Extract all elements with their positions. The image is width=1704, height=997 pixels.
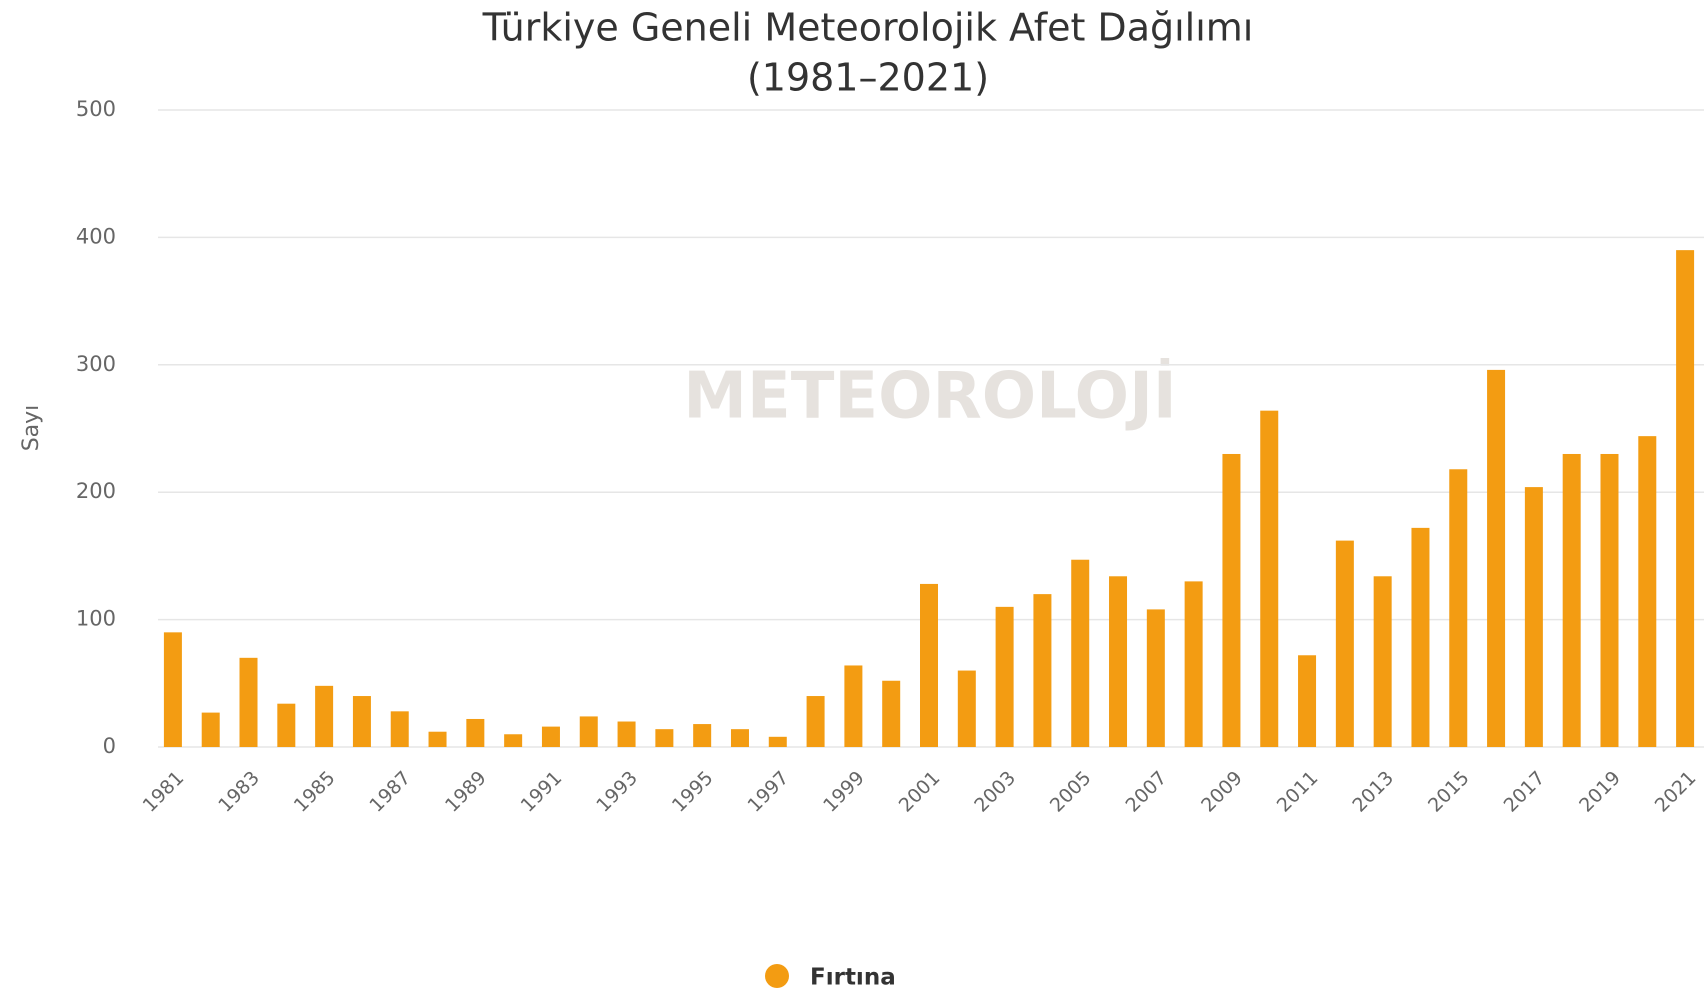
- x-tick-label: 1981: [139, 767, 189, 817]
- bar: [580, 716, 598, 747]
- y-axis-label: Sayı: [19, 405, 44, 452]
- y-tick-label: 0: [103, 734, 116, 758]
- bar: [996, 607, 1014, 747]
- x-tick-label: 2021: [1651, 767, 1701, 817]
- bar: [1600, 454, 1618, 747]
- bar: [1525, 487, 1543, 747]
- x-tick-label: 2011: [1273, 767, 1323, 817]
- x-tick-label: 2015: [1424, 767, 1474, 817]
- bar: [844, 665, 862, 747]
- y-tick-label: 500: [76, 97, 116, 121]
- x-tick-label: 1993: [592, 767, 642, 817]
- bar: [731, 729, 749, 747]
- bar: [1487, 370, 1505, 747]
- x-tick-label: 1987: [365, 767, 415, 817]
- bar: [1449, 469, 1467, 747]
- y-tick-label: 100: [76, 607, 116, 631]
- bar: [1411, 528, 1429, 747]
- x-tick-label: 1997: [743, 767, 793, 817]
- bar: [1336, 541, 1354, 747]
- bar: [315, 686, 333, 747]
- y-tick-label: 300: [76, 352, 116, 376]
- bar: [693, 724, 711, 747]
- legend-marker: [765, 964, 789, 988]
- bar: [655, 729, 673, 747]
- y-tick-label: 200: [76, 479, 116, 503]
- x-tick-label: 2009: [1197, 767, 1247, 817]
- bar: [202, 713, 220, 747]
- bar: [618, 722, 636, 747]
- bar: [769, 737, 787, 747]
- watermark: METEOROLOJİ: [683, 358, 1176, 434]
- bar: [1033, 594, 1051, 747]
- bar: [164, 632, 182, 747]
- bar: [1222, 454, 1240, 747]
- bar: [240, 658, 258, 747]
- x-tick-label: 1985: [290, 767, 340, 817]
- bar: [1147, 609, 1165, 747]
- x-tick-label: 1989: [441, 767, 491, 817]
- bar: [504, 734, 522, 747]
- y-tick-label: 400: [76, 224, 116, 248]
- bar: [882, 681, 900, 747]
- bar: [353, 696, 371, 747]
- bar: [958, 671, 976, 747]
- x-tick-label: 2003: [970, 767, 1020, 817]
- bar: [1638, 436, 1656, 747]
- bar: [429, 732, 447, 747]
- x-tick-label: 2001: [895, 767, 945, 817]
- bar: [277, 704, 295, 747]
- x-tick-label: 2013: [1348, 767, 1398, 817]
- bar: [1298, 655, 1316, 747]
- chart-title: Türkiye Geneli Meteorolojik Afet Dağılım…: [482, 6, 1254, 50]
- legend-label[interactable]: Fırtına: [810, 965, 896, 991]
- bar: [391, 711, 409, 747]
- bar: [466, 719, 484, 747]
- x-tick-label: 2007: [1122, 767, 1172, 817]
- bar: [807, 696, 825, 747]
- bar: [542, 727, 560, 747]
- bar: [1109, 576, 1127, 747]
- x-tick-label: 1999: [819, 767, 869, 817]
- x-tick-label: 1995: [668, 767, 718, 817]
- bar: [1071, 560, 1089, 747]
- chart: Türkiye Geneli Meteorolojik Afet Dağılım…: [0, 0, 1704, 997]
- x-tick-label: 2005: [1046, 767, 1096, 817]
- x-tick-label: 1991: [517, 767, 567, 817]
- x-tick-label: 1983: [214, 767, 264, 817]
- chart-subtitle: (1981–2021): [747, 56, 989, 100]
- bar: [1374, 576, 1392, 747]
- bar: [920, 584, 938, 747]
- bar: [1260, 411, 1278, 747]
- bar: [1185, 581, 1203, 747]
- bar: [1676, 250, 1694, 747]
- x-tick-label: 2019: [1575, 767, 1625, 817]
- bar: [1563, 454, 1581, 747]
- x-tick-label: 2017: [1500, 767, 1550, 817]
